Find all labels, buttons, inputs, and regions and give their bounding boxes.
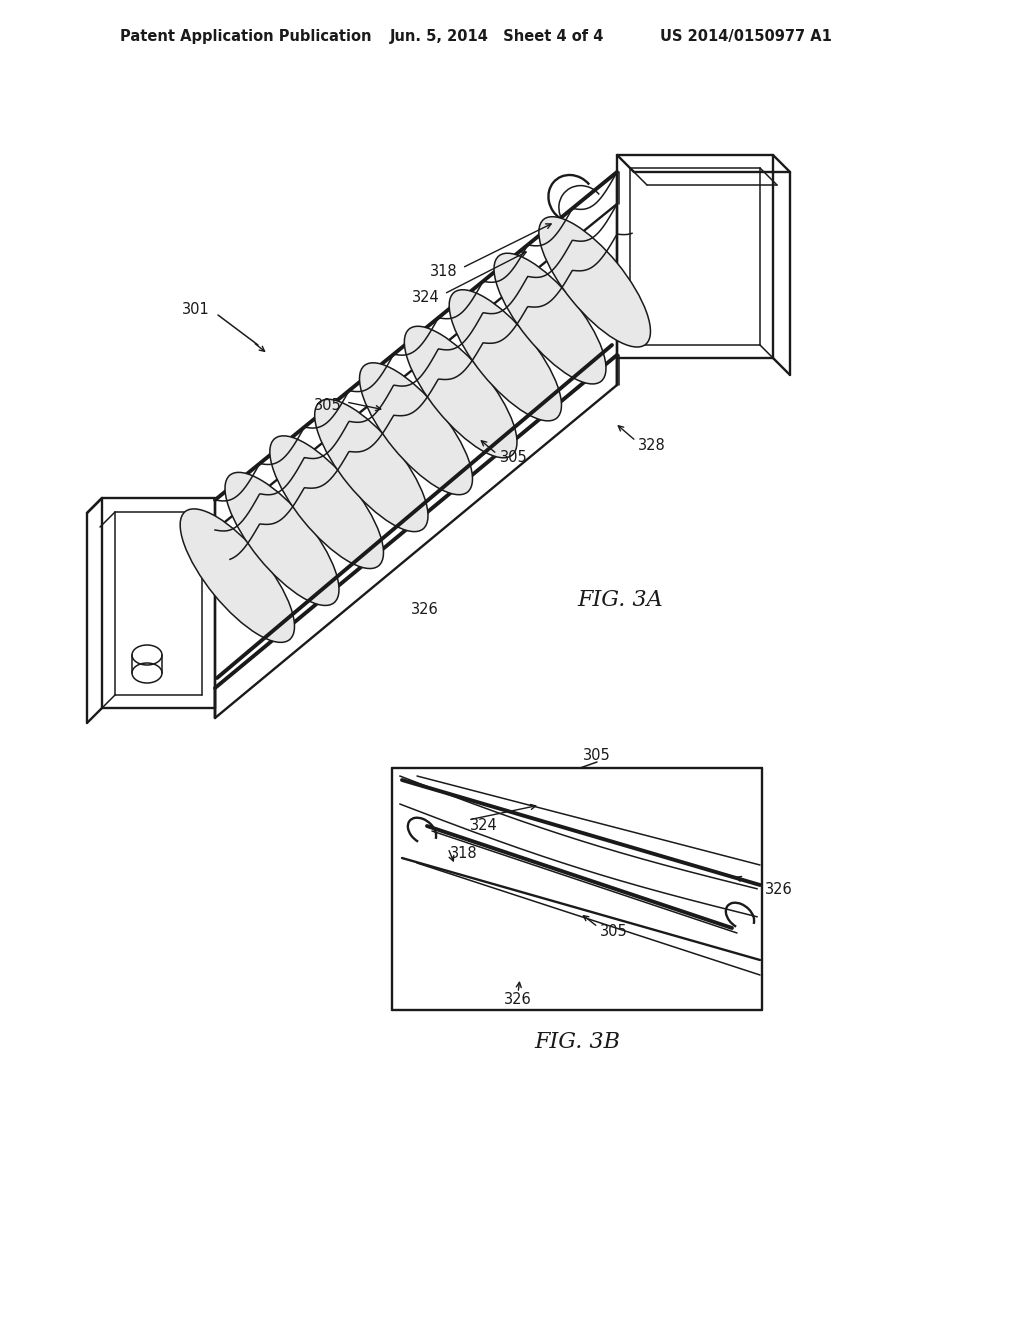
Ellipse shape [404, 326, 517, 458]
Text: 324: 324 [470, 817, 498, 833]
Text: 305: 305 [583, 747, 611, 763]
Ellipse shape [494, 253, 606, 384]
Text: 305: 305 [500, 450, 527, 466]
Text: Patent Application Publication: Patent Application Publication [120, 29, 372, 44]
Ellipse shape [539, 216, 650, 347]
Ellipse shape [450, 289, 561, 421]
Text: FIG. 3A: FIG. 3A [578, 589, 663, 611]
Text: 318: 318 [430, 264, 458, 280]
Text: 318: 318 [450, 846, 477, 861]
Text: Jun. 5, 2014   Sheet 4 of 4: Jun. 5, 2014 Sheet 4 of 4 [390, 29, 604, 44]
Text: 324: 324 [413, 290, 440, 305]
Text: FIG. 3B: FIG. 3B [534, 1031, 620, 1053]
Ellipse shape [314, 400, 428, 532]
Ellipse shape [359, 363, 472, 495]
Text: 326: 326 [411, 602, 439, 618]
Text: US 2014/0150977 A1: US 2014/0150977 A1 [660, 29, 831, 44]
Text: 326: 326 [765, 883, 793, 898]
Ellipse shape [270, 436, 384, 569]
Ellipse shape [180, 510, 295, 643]
Text: 305: 305 [600, 924, 628, 940]
Text: 328: 328 [638, 437, 666, 453]
Text: 326: 326 [504, 993, 531, 1007]
Ellipse shape [225, 473, 339, 606]
Text: 305: 305 [314, 397, 342, 412]
Text: 301: 301 [182, 302, 210, 318]
